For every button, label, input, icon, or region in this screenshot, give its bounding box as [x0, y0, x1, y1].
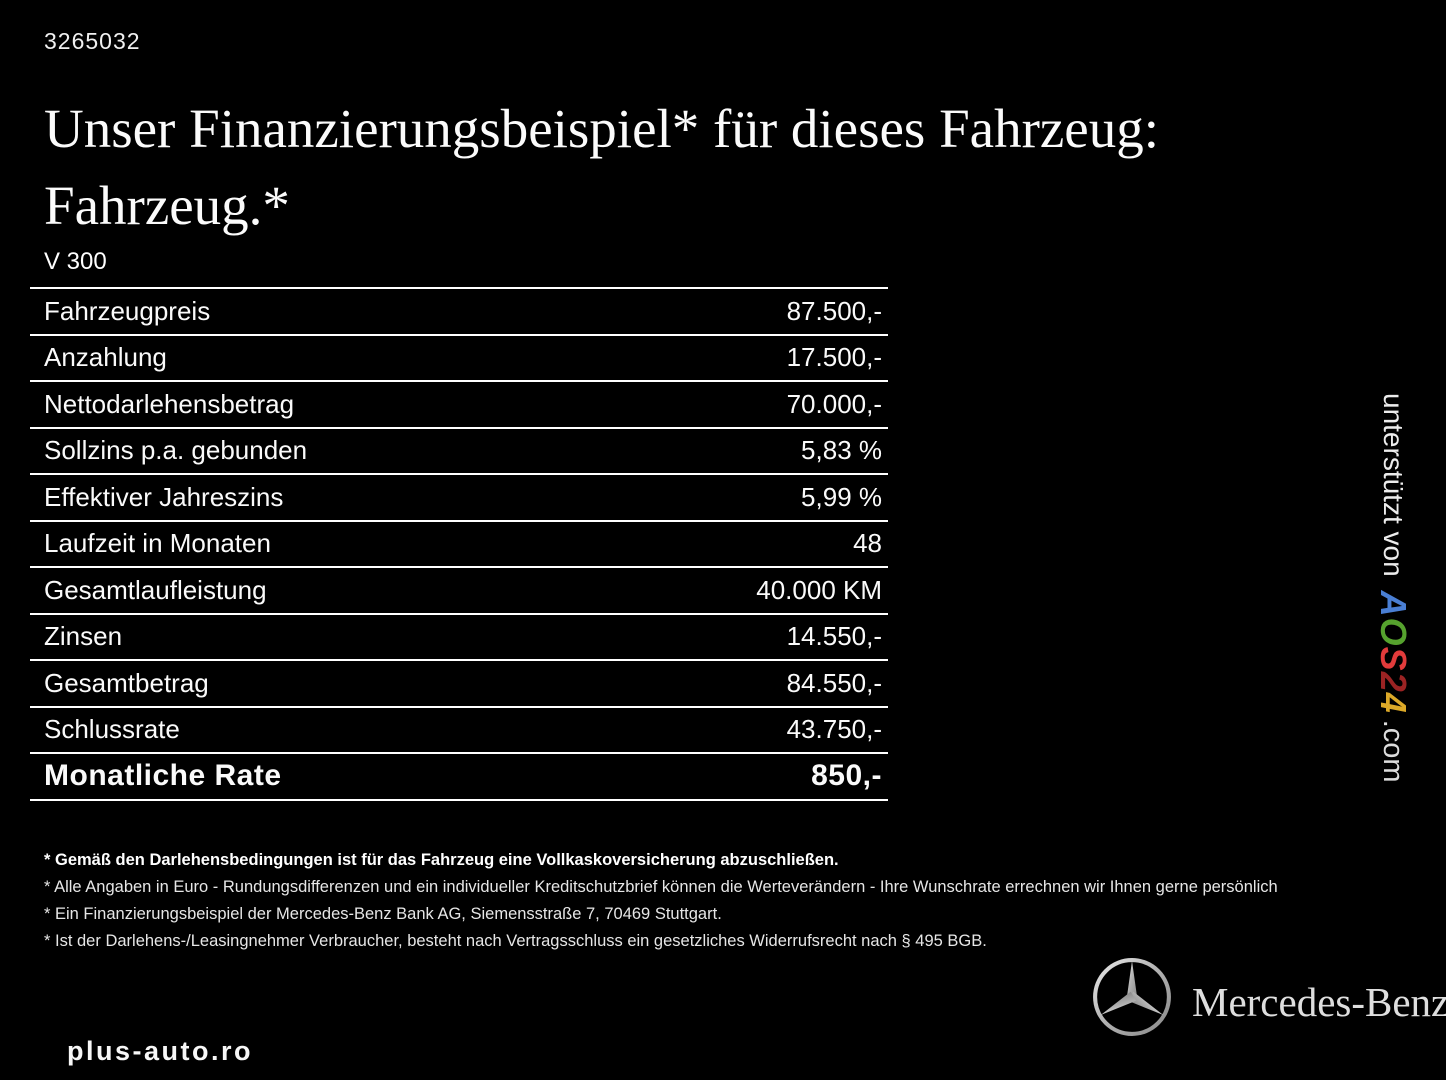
- row-value: 5,99 %: [801, 481, 882, 512]
- table-row: Anzahlung 17.500,-: [30, 336, 888, 382]
- table-row: Schlussrate 43.750,-: [30, 708, 888, 754]
- row-value: 17.500,-: [786, 342, 882, 373]
- row-value: 14.550,-: [786, 621, 882, 652]
- row-label: Nettodarlehensbetrag: [44, 388, 295, 419]
- row-label: Gesamtbetrag: [44, 667, 209, 698]
- logo-letter: S: [1373, 646, 1414, 672]
- logo-domain-suffix: .com: [1377, 719, 1410, 783]
- footnote-line: * Alle Angaben in Euro - Rundungsdiffere…: [44, 878, 1278, 896]
- row-value: 87.500,-: [786, 295, 882, 326]
- row-value: 43.750,-: [786, 714, 882, 745]
- row-value: 48: [853, 528, 882, 559]
- footnote-line: * Gemäß den Darlehensbedingungen ist für…: [44, 851, 839, 869]
- table-row: Fahrzeugpreis 87.500,-: [30, 289, 888, 336]
- row-label: Laufzeit in Monaten: [44, 528, 271, 559]
- logo-letter: A: [1373, 590, 1414, 618]
- table-row: Gesamtlaufleistung 40.000 KM: [30, 568, 888, 615]
- mercedes-star-icon: [1093, 958, 1171, 1036]
- row-label: Effektiver Jahreszins: [44, 481, 284, 512]
- page-title: Unser Finanzierungsbeispiel* für dieses …: [44, 90, 1159, 244]
- page-title-line1: Unser Finanzierungsbeispiel* für dieses …: [44, 98, 1159, 159]
- table-row: Laufzeit in Monaten 48: [30, 522, 888, 568]
- row-label: Monatliche Rate: [44, 759, 282, 793]
- manufacturer-wordmark: Mercedes-Benz: [1192, 979, 1446, 1025]
- supported-by-label: unterstützt von: [1378, 393, 1409, 577]
- row-label: Fahrzeugpreis: [44, 295, 211, 326]
- row-value: 70.000,-: [786, 388, 882, 419]
- table-row: Effektiver Jahreszins 5,99 %: [30, 475, 888, 522]
- table-row: Sollzins p.a. gebunden 5,83 %: [30, 429, 888, 475]
- table-row: Zinsen 14.550,-: [30, 615, 888, 661]
- logo-letter: 4: [1373, 692, 1414, 714]
- table-row: Gesamtbetrag 84.550,-: [30, 661, 888, 708]
- row-label: Schlussrate: [44, 714, 180, 745]
- logo-letter: 2: [1373, 671, 1414, 693]
- vehicle-model-label: V 300: [44, 248, 107, 275]
- row-label: Anzahlung: [44, 342, 167, 373]
- aos24-logo: AOS24: [1372, 591, 1414, 714]
- row-label: Zinsen: [44, 621, 123, 652]
- table-row-monthly-rate: Monatliche Rate 850,-: [30, 754, 888, 801]
- logo-letter: O: [1373, 617, 1414, 647]
- table-row: Nettodarlehensbetrag 70.000,-: [30, 382, 888, 429]
- row-value: 850,-: [811, 759, 882, 793]
- supported-by-banner: unterstützt von AOS24 .com: [1372, 393, 1414, 813]
- page-title-line2: Fahrzeug.*: [44, 175, 290, 236]
- row-label: Gesamtlaufleistung: [44, 574, 267, 605]
- financing-table: Fahrzeugpreis 87.500,- Anzahlung 17.500,…: [30, 287, 888, 801]
- footnote-line: * Ein Finanzierungsbeispiel der Mercedes…: [44, 905, 722, 923]
- dealer-site-label: plus-auto.ro: [67, 1036, 253, 1066]
- row-value: 40.000 KM: [756, 574, 882, 605]
- footnotes-block: * Gemäß den Darlehensbedingungen ist für…: [44, 847, 1404, 955]
- row-label: Sollzins p.a. gebunden: [44, 435, 308, 466]
- footnote-line: * Ist der Darlehens-/Leasingnehmer Verbr…: [44, 932, 987, 950]
- listing-id: 3265032: [44, 28, 141, 54]
- row-value: 84.550,-: [786, 667, 882, 698]
- row-value: 5,83 %: [801, 435, 882, 466]
